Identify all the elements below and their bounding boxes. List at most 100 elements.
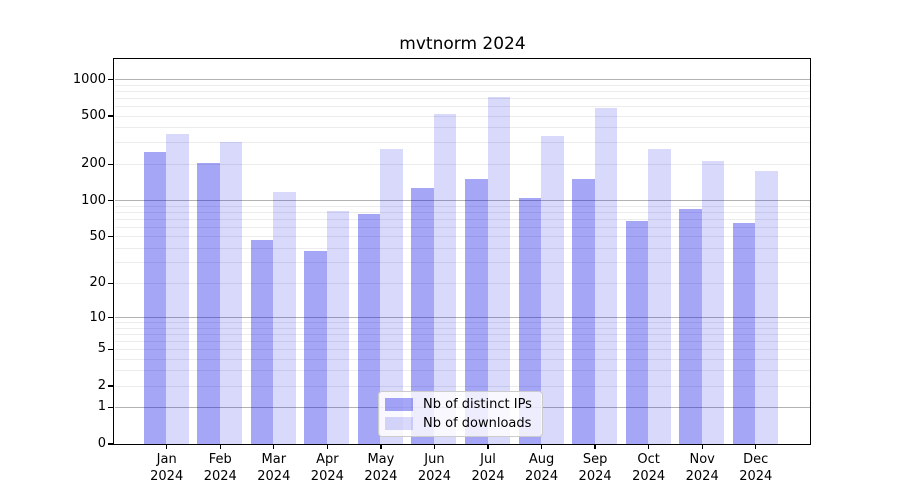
y-tick-label: 5 — [97, 341, 106, 357]
minor-gridline — [115, 226, 810, 228]
x-label-month: Jan — [156, 452, 177, 467]
minor-gridline — [115, 90, 810, 92]
bar-distinct-ips-jul — [465, 179, 488, 444]
bar-distinct-ips-jun — [411, 188, 434, 444]
x-tick — [701, 444, 703, 449]
x-tick-label: Apr 2024 — [297, 451, 357, 485]
y-tick-label: 2 — [97, 378, 106, 394]
x-label-month: Feb — [208, 452, 232, 467]
chart-title: mvtnorm 2024 — [399, 34, 526, 54]
y-tick-label: 1 — [97, 399, 106, 415]
bar-distinct-ips-may — [357, 214, 381, 444]
y-tick — [108, 163, 113, 165]
bar-distinct-ips-dec — [732, 223, 756, 444]
bar-downloads-nov — [701, 161, 725, 444]
minor-gridline — [115, 211, 810, 213]
x-label-year: 2024 — [525, 469, 559, 484]
x-tick-label: Jun 2024 — [404, 451, 464, 485]
x-label-year: 2024 — [364, 469, 398, 484]
x-tick-label: Nov 2024 — [672, 451, 732, 485]
x-label-year: 2024 — [310, 469, 344, 484]
y-tick — [108, 443, 113, 445]
bar-distinct-ips-feb — [197, 163, 220, 444]
minor-gridline — [115, 205, 810, 207]
y-tick — [108, 348, 113, 351]
x-tick — [219, 444, 221, 449]
y-tick-label: 0 — [97, 436, 106, 452]
y-tick — [108, 235, 113, 238]
major-gridline — [115, 79, 810, 81]
major-gridline — [115, 200, 810, 202]
y-tick-label: 100 — [81, 192, 106, 208]
x-label-year: 2024 — [150, 469, 184, 484]
y-tick — [108, 199, 113, 202]
x-label-year: 2024 — [203, 469, 237, 484]
bar-downloads-jul — [487, 96, 510, 444]
x-tick-label: Oct 2024 — [619, 451, 679, 485]
x-label-year: 2024 — [578, 469, 612, 484]
bar-distinct-ips-mar — [250, 239, 274, 444]
x-tick-label: Dec 2024 — [726, 451, 786, 485]
x-tick-label: May 2024 — [351, 451, 411, 485]
minor-gridline — [115, 262, 810, 264]
x-tick-label: Jul 2024 — [458, 451, 518, 485]
x-tick — [755, 444, 757, 449]
y-tick — [108, 385, 113, 387]
legend-label-distinct-ips: Nb of distinct IPs — [423, 397, 532, 412]
x-tick — [326, 444, 329, 449]
y-tick — [108, 406, 113, 409]
minor-gridline — [115, 340, 810, 342]
minor-gridline — [115, 115, 810, 117]
y-tick-label: 20 — [89, 275, 106, 291]
y-tick — [108, 78, 113, 81]
bar-downloads-feb — [219, 142, 243, 444]
x-label-year: 2024 — [739, 469, 773, 484]
y-tick-label: 500 — [81, 108, 106, 124]
minor-gridline — [115, 322, 810, 324]
x-label-month: Oct — [637, 452, 660, 467]
x-tick — [647, 444, 650, 449]
minor-gridline — [115, 327, 810, 329]
x-tick — [166, 444, 168, 449]
minor-gridline — [115, 97, 810, 99]
x-label-month: Aug — [528, 452, 555, 467]
y-tick-label: 50 — [89, 228, 106, 244]
minor-gridline — [115, 236, 810, 238]
bar-downloads-apr — [326, 210, 350, 444]
bar-distinct-ips-apr — [304, 250, 327, 444]
y-tick — [108, 115, 113, 117]
y-tick-label: 1000 — [72, 71, 106, 87]
minor-gridline — [115, 385, 810, 387]
bar-downloads-sep — [594, 108, 618, 444]
x-label-year: 2024 — [257, 469, 291, 484]
legend: Nb of distinct IPs Nb of downloads — [378, 391, 543, 437]
x-label-month: Sep — [582, 452, 608, 467]
x-tick — [487, 444, 489, 449]
bar-distinct-ips-sep — [572, 179, 595, 444]
x-label-month: Jun — [424, 452, 445, 467]
x-label-month: Dec — [743, 452, 769, 467]
minor-gridline — [115, 84, 810, 86]
x-label-month: Apr — [316, 452, 339, 467]
bar-downloads-dec — [755, 171, 778, 444]
legend-label-downloads: Nb of downloads — [423, 416, 532, 431]
minor-gridline — [115, 333, 810, 335]
x-label-month: May — [367, 452, 395, 467]
minor-gridline — [115, 127, 810, 129]
bar-downloads-jan — [166, 134, 189, 444]
x-tick — [594, 444, 596, 449]
x-label-month: Mar — [261, 452, 287, 467]
x-tick-label: Sep 2024 — [565, 451, 625, 485]
x-label-year: 2024 — [685, 469, 719, 484]
major-gridline — [115, 317, 810, 319]
legend-item-downloads: Nb of downloads — [385, 416, 532, 431]
x-label-year: 2024 — [632, 469, 666, 484]
x-label-year: 2024 — [417, 469, 451, 484]
minor-gridline — [115, 142, 810, 144]
bar-downloads-jun — [433, 114, 457, 444]
x-tick — [433, 444, 436, 449]
y-tick — [108, 316, 113, 319]
bar-distinct-ips-oct — [625, 220, 649, 444]
legend-swatch-downloads — [385, 417, 413, 430]
